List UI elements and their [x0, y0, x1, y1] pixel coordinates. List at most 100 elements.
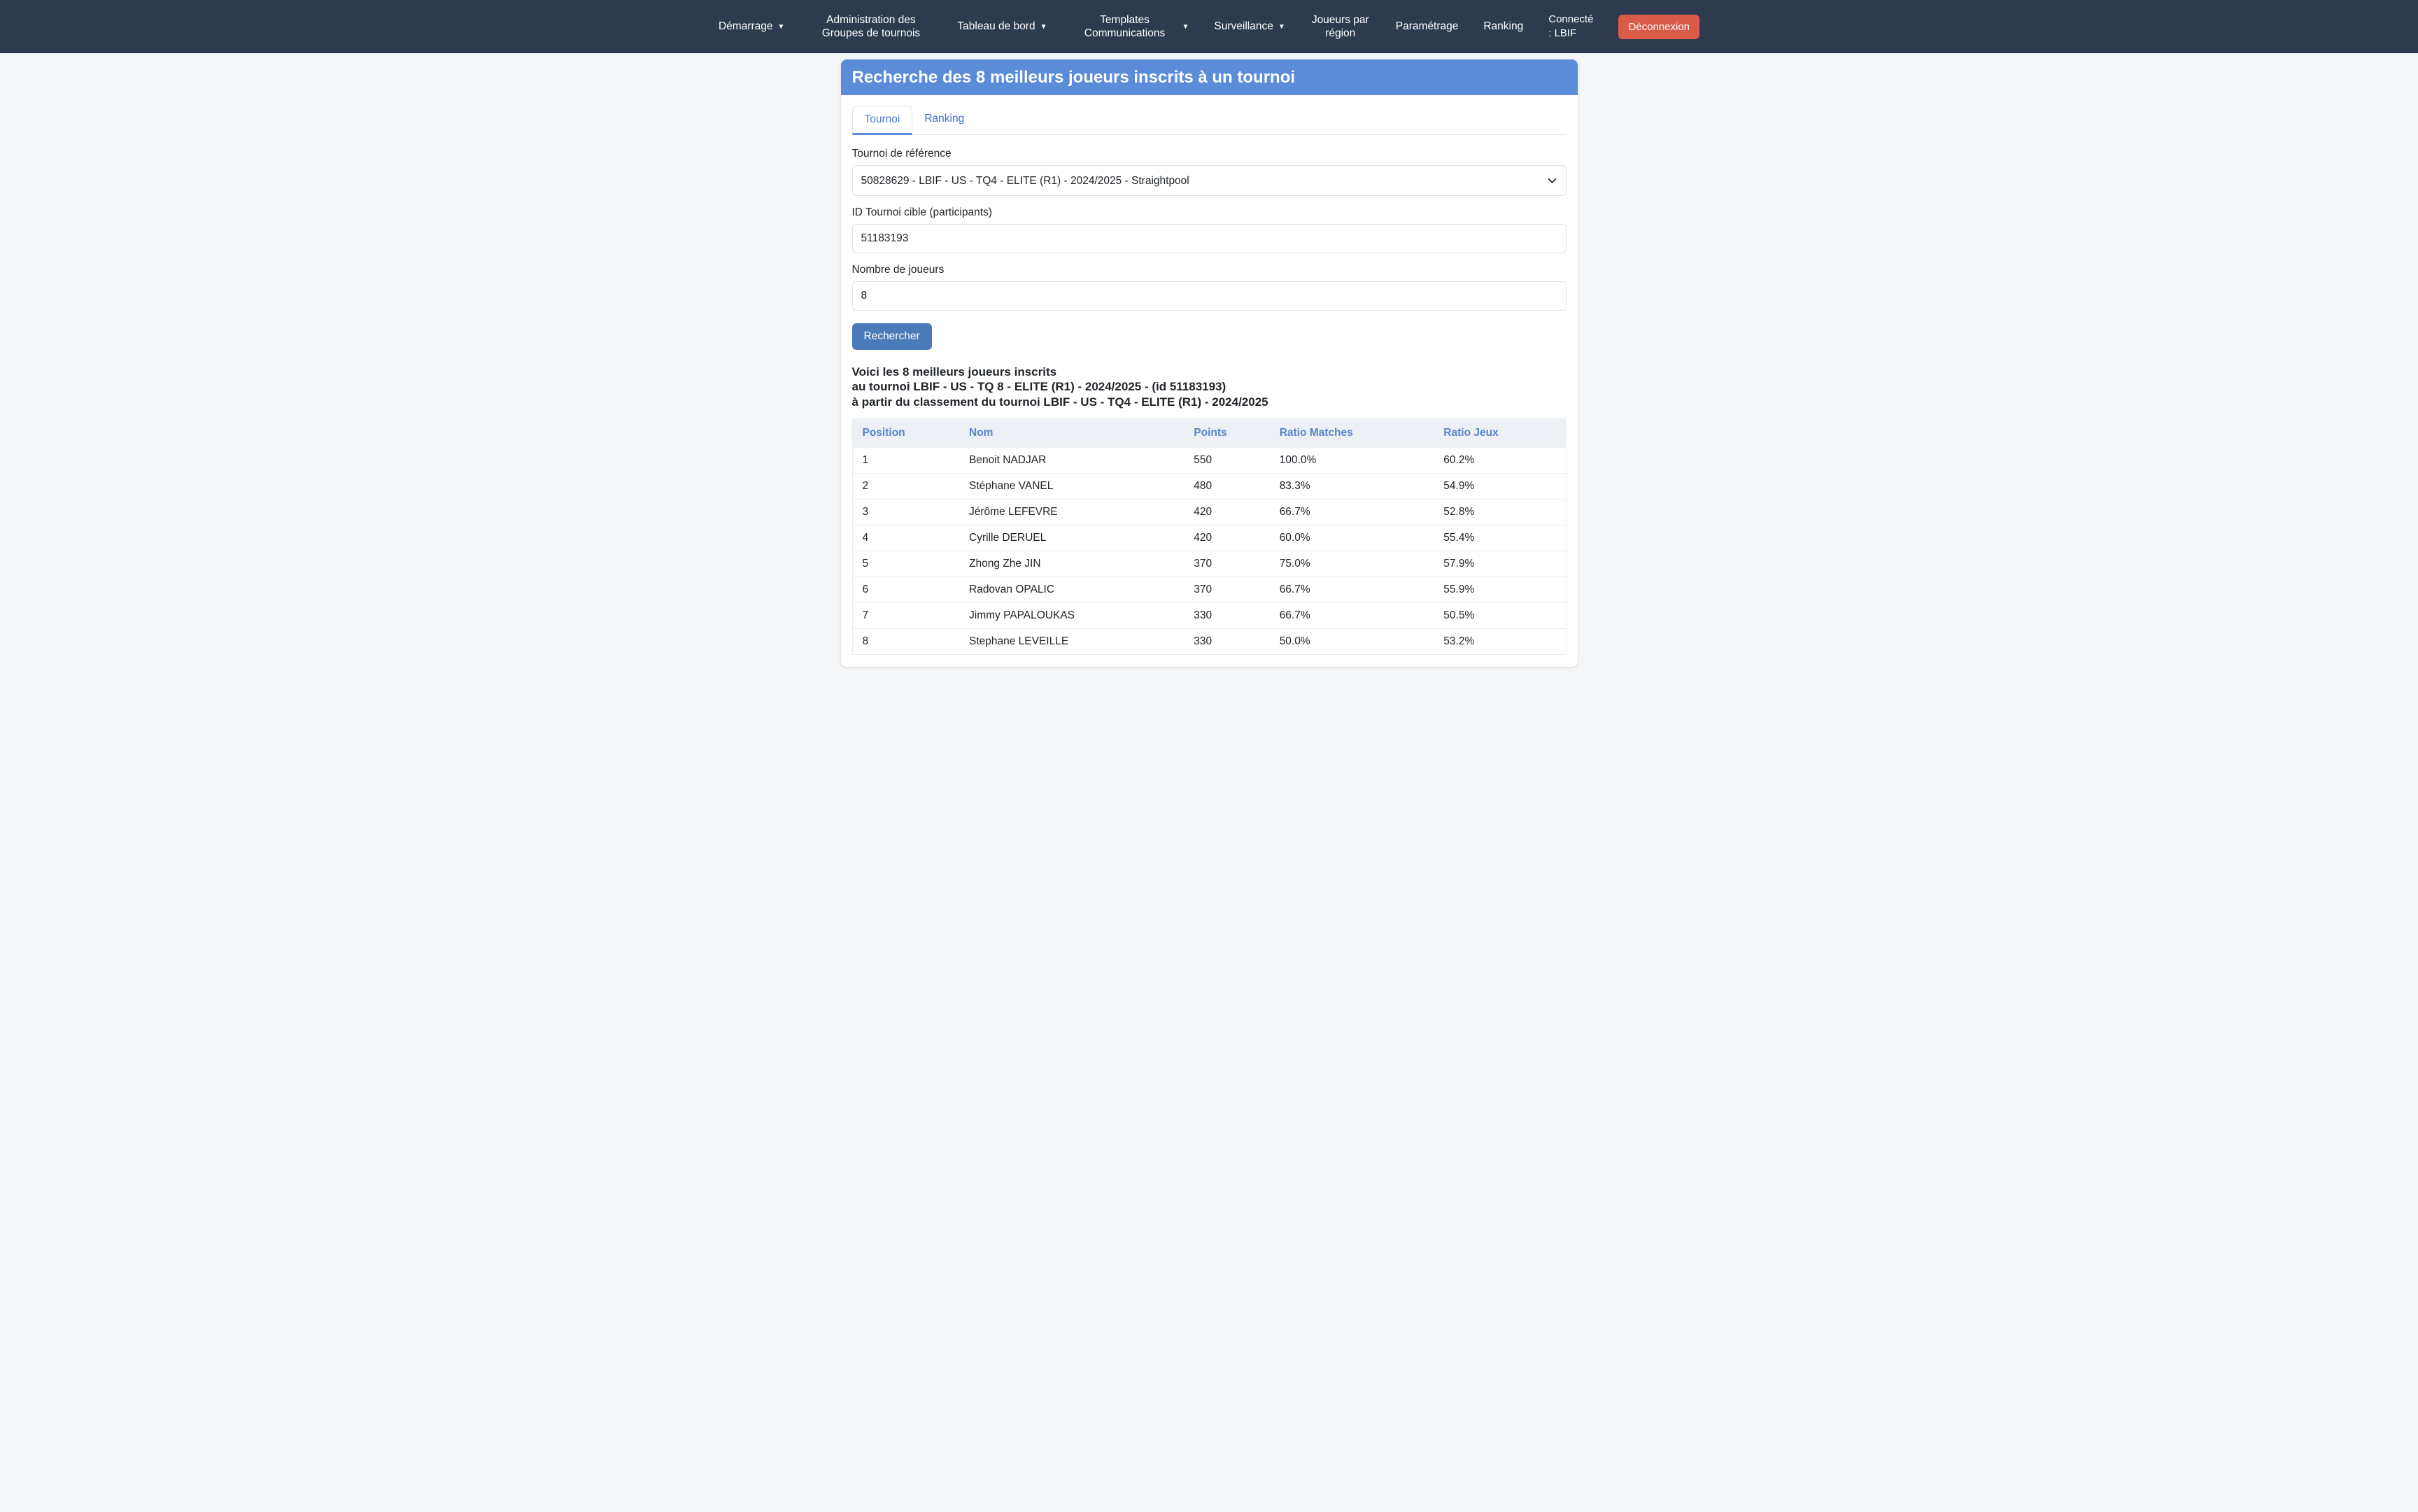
player-count-input[interactable] — [851, 281, 1567, 311]
cell-position: 1 — [852, 446, 959, 474]
nav-item-tableau-de-bord[interactable]: Tableau de bord ▼ — [957, 20, 1047, 33]
caret-down-icon: ▼ — [1278, 23, 1285, 31]
cell-position: 7 — [852, 602, 959, 629]
nav-item-label: Surveillance — [1214, 20, 1273, 33]
nav-item-label: Ranking — [1483, 20, 1524, 33]
table-row: 5 Zhong Zhe JIN 370 75.0% 57.9% — [852, 550, 1566, 577]
nav-item-label: Démarrage — [718, 20, 773, 33]
top-navbar: Démarrage ▼ Administration des Groupes d… — [0, 0, 2418, 53]
nav-item-parametrage[interactable]: Paramétrage — [1396, 20, 1459, 33]
target-tournament-label: ID Tournoi cible (participants) — [851, 206, 992, 219]
cell-ratio-jeux: 55.9% — [1434, 576, 1566, 603]
card-body: Tournoi Ranking Tournoi de référence 508… — [841, 95, 1578, 667]
tab-ranking[interactable]: Ranking — [924, 113, 965, 125]
cell-position: 2 — [852, 472, 959, 500]
cell-points: 480 — [1184, 472, 1270, 500]
table-row: 6 Radovan OPALIC 370 66.7% 55.9% — [852, 576, 1566, 603]
nav-item-demarrage[interactable]: Démarrage ▼ — [719, 20, 784, 33]
caret-down-icon: ▼ — [1182, 23, 1189, 31]
nav-item-label: Joueurs par région — [1311, 13, 1369, 39]
results-summary-line: au tournoi LBIF - US - TQ 8 - ELITE (R1)… — [851, 380, 1226, 394]
logout-button[interactable]: Déconnexion — [1618, 14, 1700, 39]
results-table: Position Nom Points Ratio Matches Ratio … — [851, 418, 1567, 655]
cell-nom: Jérôme LEFEVRE — [959, 498, 1185, 525]
column-header-points[interactable]: Points — [1184, 418, 1270, 448]
cell-position: 4 — [852, 524, 959, 551]
cell-ratio-matches: 66.7% — [1269, 602, 1434, 629]
nav-item-templates-communications[interactable]: Templates Communications ▼ — [1073, 13, 1189, 41]
table-row: 1 Benoit NADJAR 550 100.0% 60.2% — [852, 446, 1566, 474]
cell-ratio-matches: 50.0% — [1269, 628, 1434, 655]
cell-points: 550 — [1184, 446, 1270, 474]
search-card: Recherche des 8 meilleurs joueurs inscri… — [840, 59, 1578, 667]
results-summary: Voici les 8 meilleurs joueurs inscrits a… — [852, 365, 1567, 409]
column-header-position[interactable]: Position — [852, 418, 959, 448]
column-header-ratio-jeux[interactable]: Ratio Jeux — [1434, 418, 1566, 448]
nav-item-label: Tableau de bord — [957, 20, 1035, 33]
reference-tournament-label: Tournoi de référence — [851, 148, 952, 160]
cell-ratio-matches: 66.7% — [1269, 498, 1434, 525]
connected-status: Connecté : LBIF — [1548, 13, 1594, 39]
cell-nom: Zhong Zhe JIN — [959, 550, 1185, 577]
caret-down-icon: ▼ — [1040, 23, 1047, 31]
table-row: 4 Cyrille DERUEL 420 60.0% 55.4% — [852, 524, 1566, 551]
page-title: Recherche des 8 meilleurs joueurs inscri… — [851, 68, 1296, 87]
tab-tournoi[interactable]: Tournoi — [851, 106, 913, 136]
player-count-group: Nombre de joueurs — [851, 264, 1567, 311]
reference-tournament-group: Tournoi de référence 50828629 - LBIF - U… — [851, 148, 1567, 197]
nav-item-ranking[interactable]: Ranking — [1483, 20, 1523, 33]
table-row: 7 Jimmy PAPALOUKAS 330 66.7% 50.5% — [852, 602, 1566, 629]
table-row: 3 Jérôme LEFEVRE 420 66.7% 52.8% — [852, 498, 1566, 525]
cell-points: 370 — [1184, 576, 1270, 603]
results-summary-line: à partir du classement du tournoi LBIF -… — [851, 395, 1268, 409]
column-header-nom[interactable]: Nom — [959, 418, 1185, 448]
cell-position: 3 — [852, 498, 959, 525]
nav-item-label: Paramétrage — [1395, 20, 1459, 33]
cell-ratio-jeux: 57.9% — [1434, 550, 1566, 577]
cell-points: 420 — [1184, 498, 1270, 525]
table-row: 2 Stéphane VANEL 480 83.3% 54.9% — [852, 472, 1566, 500]
cell-ratio-jeux: 60.2% — [1434, 446, 1566, 474]
main-content: Recherche des 8 meilleurs joueurs inscri… — [0, 53, 2418, 667]
cell-position: 5 — [852, 550, 959, 577]
cell-nom: Stephane LEVEILLE — [959, 628, 1185, 655]
nav-item-admin-groupes-tournois[interactable]: Administration des Groupes de tournois — [809, 13, 932, 41]
reference-tournament-select-wrap: 50828629 - LBIF - US - TQ4 - ELITE (R1) … — [851, 165, 1567, 197]
player-count-label: Nombre de joueurs — [851, 264, 945, 276]
cell-nom: Stéphane VANEL — [959, 472, 1185, 500]
caret-down-icon: ▼ — [777, 23, 785, 31]
cell-ratio-matches: 83.3% — [1269, 472, 1434, 500]
nav-item-label: Administration des Groupes de tournois — [821, 13, 921, 39]
nav-item-label: Templates Communications — [1084, 13, 1166, 39]
cell-points: 330 — [1184, 602, 1270, 629]
cell-nom: Jimmy PAPALOUKAS — [959, 602, 1185, 629]
cell-ratio-jeux: 50.5% — [1434, 602, 1566, 629]
cell-ratio-jeux: 52.8% — [1434, 498, 1566, 525]
cell-ratio-matches: 60.0% — [1269, 524, 1434, 551]
search-button[interactable]: Rechercher — [851, 323, 932, 351]
cell-position: 6 — [852, 576, 959, 603]
table-header-row: Position Nom Points Ratio Matches Ratio … — [852, 418, 1566, 448]
tab-bar: Tournoi Ranking — [851, 106, 1567, 136]
cell-ratio-jeux: 54.9% — [1434, 472, 1566, 500]
target-tournament-group: ID Tournoi cible (participants) — [851, 206, 1567, 254]
cell-nom: Benoit NADJAR — [959, 446, 1185, 474]
cell-ratio-jeux: 55.4% — [1434, 524, 1566, 551]
cell-points: 330 — [1184, 628, 1270, 655]
cell-points: 420 — [1184, 524, 1270, 551]
nav-item-joueurs-par-region[interactable]: Joueurs par région — [1310, 13, 1371, 41]
table-row: 8 Stephane LEVEILLE 330 50.0% 53.2% — [852, 628, 1566, 655]
column-header-ratio-matches[interactable]: Ratio Matches — [1269, 418, 1434, 448]
cell-ratio-matches: 100.0% — [1269, 446, 1434, 474]
nav-item-surveillance[interactable]: Surveillance ▼ — [1214, 20, 1285, 33]
cell-ratio-matches: 75.0% — [1269, 550, 1434, 577]
results-summary-line: Voici les 8 meilleurs joueurs inscrits — [851, 365, 1057, 379]
cell-points: 370 — [1184, 550, 1270, 577]
cell-ratio-jeux: 53.2% — [1434, 628, 1566, 655]
cell-nom: Cyrille DERUEL — [959, 524, 1185, 551]
cell-ratio-matches: 66.7% — [1269, 576, 1434, 603]
cell-position: 8 — [852, 628, 959, 655]
reference-tournament-select[interactable]: 50828629 - LBIF - US - TQ4 - ELITE (R1) … — [851, 165, 1567, 197]
target-tournament-id-input[interactable] — [851, 224, 1567, 254]
cell-nom: Radovan OPALIC — [959, 576, 1185, 603]
